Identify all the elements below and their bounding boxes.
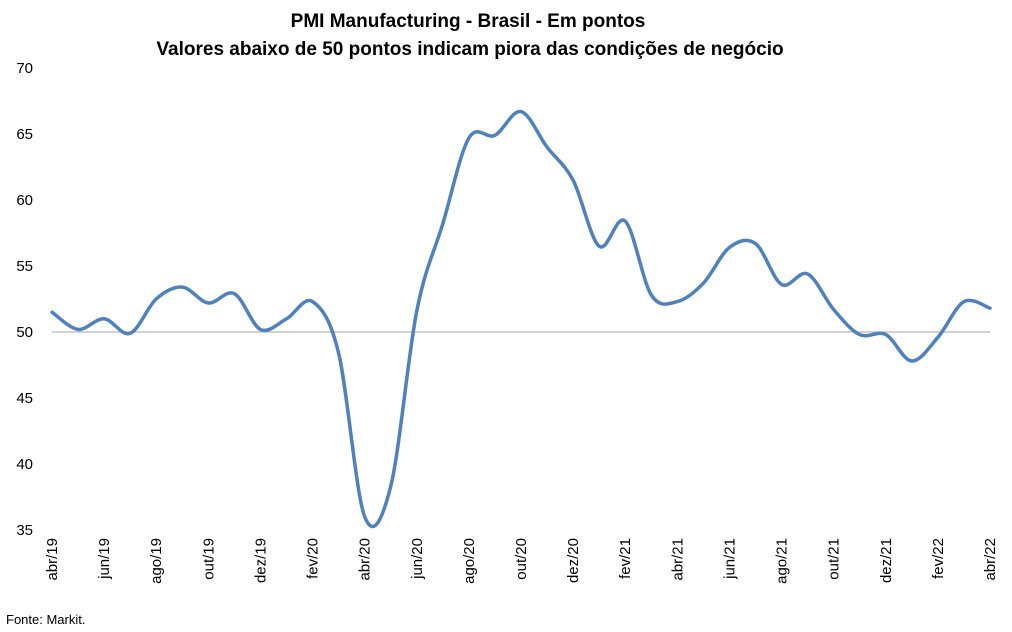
chart-subtitle: Valores abaixo de 50 pontos indicam pior…	[156, 39, 783, 60]
y-tick-label: 55	[16, 258, 33, 275]
y-tick-label: 35	[16, 522, 33, 539]
x-tick-label: dez/21	[878, 538, 895, 583]
x-tick-label: ago/21	[774, 538, 791, 584]
x-tick-label: jun/21	[721, 538, 738, 580]
x-tick-label: ago/20	[461, 538, 478, 584]
x-tick-label: dez/20	[565, 538, 582, 583]
source-note: Fonte: Markit.	[6, 612, 86, 627]
y-tick-label: 70	[16, 60, 33, 77]
y-tick-label: 50	[16, 324, 33, 341]
x-tick-label: abr/22	[982, 538, 999, 581]
y-tick-label: 65	[16, 126, 33, 143]
x-tick-label: fev/20	[305, 538, 322, 579]
x-tick-label: out/20	[513, 538, 530, 580]
x-tick-label: abr/19	[44, 538, 61, 581]
x-tick-label: abr/21	[669, 538, 686, 581]
x-axis: abr/19 jun/19 ago/19 out/19 dez/19 fev/20 abr/…	[44, 538, 999, 584]
chart-title: PMI Manufacturing - Brasil - Em pontos	[291, 11, 646, 32]
x-tick-label: jun/19	[96, 538, 113, 580]
x-tick-label: fev/21	[617, 538, 634, 579]
x-tick-label: out/19	[200, 538, 217, 580]
y-tick-label: 60	[16, 192, 33, 209]
x-tick-label: jun/20	[409, 538, 426, 580]
x-tick-label: out/21	[826, 538, 843, 580]
y-axis: 35 40 45 50 55 60 65 70	[16, 60, 33, 539]
y-tick-label: 40	[16, 456, 33, 473]
x-tick-label: ago/19	[148, 538, 165, 584]
x-tick-label: abr/20	[357, 538, 374, 581]
x-tick-label: fev/22	[930, 538, 947, 579]
y-tick-label: 45	[16, 390, 33, 407]
x-tick-label: dez/19	[252, 538, 269, 583]
series-line-pmi	[50, 109, 992, 529]
